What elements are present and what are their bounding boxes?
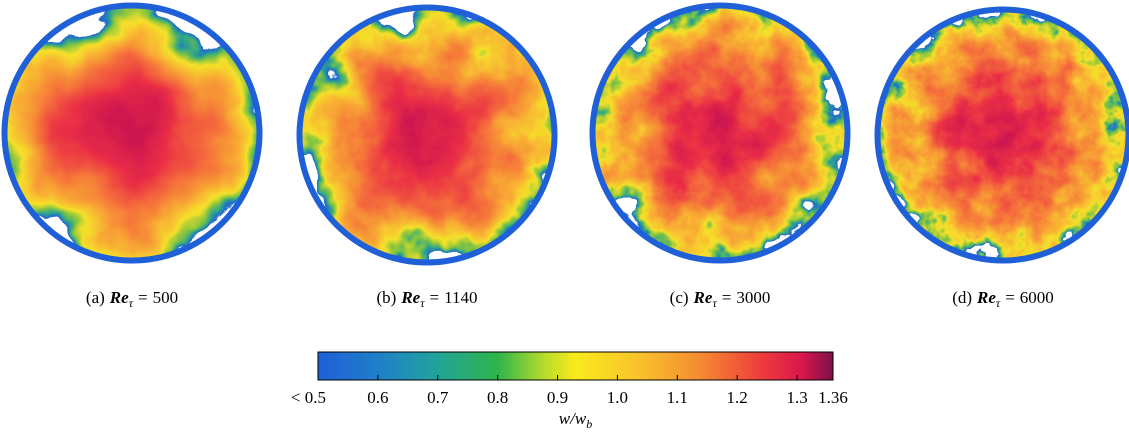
value: 500 <box>153 288 179 307</box>
field <box>302 10 552 260</box>
field <box>880 12 1126 258</box>
panel-label: (c) <box>670 288 689 307</box>
panel-label: (b) <box>377 288 397 307</box>
tick-label: 0.8 <box>487 388 508 407</box>
quantity: Re <box>693 288 713 307</box>
value: 6000 <box>1020 288 1054 307</box>
flow-field <box>880 12 1126 258</box>
panel-caption: (b) Reτ = 1140 <box>377 288 478 310</box>
quantity: Re <box>109 288 129 307</box>
panel-caption: (d) Reτ = 6000 <box>952 288 1054 310</box>
label: w/w <box>559 409 587 428</box>
panel-label: (a) <box>86 288 105 307</box>
colorbar-label: w/wb <box>559 409 592 431</box>
relation: = <box>722 288 732 307</box>
tick-label: 0.9 <box>547 388 568 407</box>
relation: = <box>138 288 148 307</box>
subscript: τ <box>996 296 1001 310</box>
quantity: Re <box>976 288 996 307</box>
colorbar <box>317 351 834 381</box>
panel-label: (d) <box>952 288 972 307</box>
value: 1140 <box>444 288 477 307</box>
pipe-wall <box>1 2 263 264</box>
flow-field <box>302 10 552 260</box>
tick-label: 0.7 <box>427 388 449 407</box>
subscript: τ <box>420 296 425 310</box>
value: 3000 <box>736 288 770 307</box>
subscript: τ <box>712 296 717 310</box>
tick-label: 0.6 <box>367 388 388 407</box>
subscript: τ <box>129 296 134 310</box>
tick-label: 1.1 <box>667 388 688 407</box>
tick-label: 1.2 <box>727 388 748 407</box>
quantity: Re <box>400 288 420 307</box>
panel-caption: (c) Reτ = 3000 <box>670 288 771 310</box>
field <box>595 8 845 258</box>
tick-label: 1.0 <box>607 388 628 407</box>
relation: = <box>1005 288 1015 307</box>
tick-label: 1.36 <box>818 388 848 407</box>
flow-field <box>7 8 257 258</box>
flow-field <box>595 8 845 258</box>
label-subscript: b <box>586 417 592 431</box>
field <box>7 8 257 258</box>
relation: = <box>430 288 440 307</box>
pipe-wall <box>296 4 558 266</box>
panel-caption: (a) Reτ = 500 <box>86 288 178 310</box>
pipe-wall <box>589 2 851 264</box>
tick-label: 1.3 <box>786 388 807 407</box>
tick-label: < 0.5 <box>291 388 326 407</box>
